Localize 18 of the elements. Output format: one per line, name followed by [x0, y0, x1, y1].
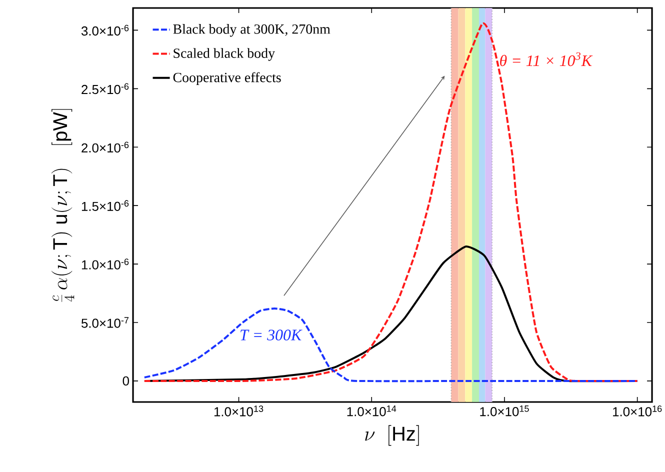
x-tick-label: 1.0×10$^{16}$: [613, 406, 662, 416]
annotation: θ = 11 × 10$^{3}$K: [500, 52, 593, 66]
x-tick-label: 1.0×10$^{15}$: [480, 406, 529, 416]
annotation: T = 300K: [240, 330, 302, 340]
y-tick-label: 5.0×10$^{-7}$: [81, 317, 129, 328]
y-tick-label: 1.0×10$^{-6}$: [82, 258, 129, 270]
x-tick-label: 1.0×10$^{13}$: [214, 406, 264, 416]
x-tick-label: 1.0×10$^{14}$: [347, 406, 396, 416]
legend-label: Cooperative effects: [173, 72, 281, 86]
legend-label: Black body at 300K, 270nm: [173, 24, 330, 37]
y-tick-label: 0: [122, 376, 129, 386]
y-tick-label: 2.0×10$^{-6}$: [82, 142, 129, 153]
legend-label: Scaled black body: [174, 48, 275, 61]
y-axis-title: $\frac{c}{4}\,\alpha(\nu;\mathrm{T})\;\mathrm{u}(\nu;\mathrm{T})\quad[\mathrm{pW}]$: [52, 109, 74, 302]
x-axis-title: $\nu\ \ [\mathrm{Hz}]$: [365, 425, 419, 446]
y-tick-label: 1.5×10$^{-6}$: [82, 200, 129, 211]
y-tick-label: 3.0×10$^{-6}$: [81, 24, 129, 36]
y-tick-label: 2.5×10$^{-6}$: [82, 83, 129, 94]
